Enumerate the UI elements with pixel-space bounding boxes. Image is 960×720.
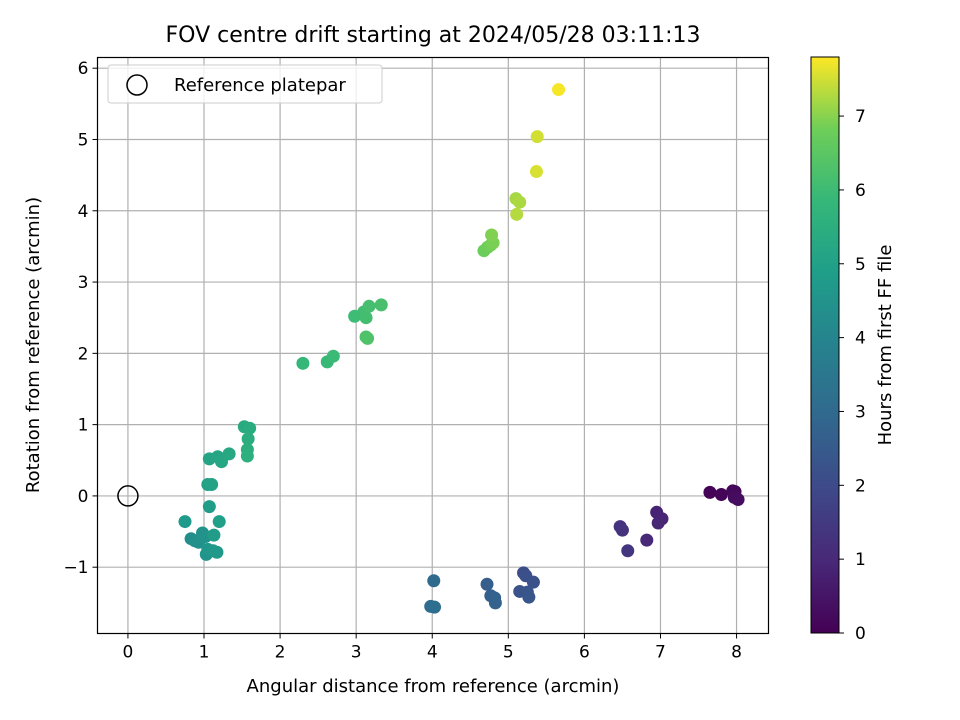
plot-frame bbox=[96, 56, 770, 635]
scatter-point bbox=[361, 331, 375, 345]
data-points bbox=[178, 83, 745, 614]
reference-platepar-marker bbox=[117, 485, 139, 507]
scatter-point bbox=[714, 487, 728, 501]
colorbar-tick-label: 1 bbox=[855, 550, 866, 570]
y-tick-label: 6 bbox=[78, 59, 89, 79]
y-tick-label: 4 bbox=[78, 202, 89, 222]
colorbar-tick-label: 3 bbox=[855, 402, 866, 422]
scatter-point bbox=[178, 515, 192, 529]
scatter-point bbox=[240, 449, 254, 463]
x-tick-label: 0 bbox=[123, 643, 134, 663]
x-tick-label: 8 bbox=[731, 643, 742, 663]
scatter-point bbox=[210, 545, 224, 559]
y-tick-label: −1 bbox=[63, 558, 88, 578]
y-tick-label: 2 bbox=[78, 344, 89, 364]
x-tick-label: 3 bbox=[351, 643, 362, 663]
x-tick-label: 6 bbox=[579, 643, 590, 663]
colorbar-tick-label: 7 bbox=[855, 107, 866, 127]
y-tick-label: 5 bbox=[78, 130, 89, 150]
y-tick-label: 3 bbox=[78, 273, 89, 293]
x-tick-label: 4 bbox=[427, 643, 438, 663]
scatter-point bbox=[615, 523, 629, 537]
colorbar bbox=[810, 56, 840, 634]
scatter-point bbox=[530, 130, 544, 144]
scatter-point bbox=[731, 492, 745, 506]
scatter-point bbox=[640, 533, 654, 547]
scatter-point bbox=[552, 83, 566, 97]
legend-marker-icon bbox=[126, 74, 148, 96]
scatter-point bbox=[488, 596, 502, 610]
scatter-point bbox=[651, 516, 665, 530]
scatter-point bbox=[202, 500, 216, 514]
scatter-point bbox=[485, 228, 499, 242]
colorbar-label: Hours from first FF file bbox=[875, 245, 896, 446]
y-axis-label: Rotation from reference (arcmin) bbox=[23, 197, 44, 493]
scatter-point bbox=[326, 349, 340, 363]
chart-title: FOV centre drift starting at 2024/05/28 … bbox=[166, 23, 701, 48]
x-tick-label: 5 bbox=[503, 643, 514, 663]
scatter-point bbox=[480, 577, 494, 591]
scatter-point bbox=[212, 515, 226, 529]
legend-box bbox=[107, 64, 383, 104]
x-axis-label: Angular distance from reference (arcmin) bbox=[247, 676, 620, 697]
scatter-point bbox=[526, 575, 540, 589]
scatter-point bbox=[427, 574, 441, 588]
scatter-point bbox=[529, 165, 543, 179]
y-tick-label: 1 bbox=[78, 416, 89, 436]
x-tick-label: 2 bbox=[275, 643, 286, 663]
colorbar-tick-label: 5 bbox=[855, 255, 866, 275]
colorbar-tick-label: 4 bbox=[855, 329, 866, 349]
grid-lines bbox=[97, 57, 769, 634]
scatter-point bbox=[513, 195, 527, 209]
legend-label: Reference platepar bbox=[174, 75, 346, 96]
scatter-point bbox=[296, 356, 310, 370]
scatter-point bbox=[522, 590, 536, 604]
scatter-point bbox=[222, 447, 236, 461]
scatter-point bbox=[621, 544, 635, 558]
scatter-point bbox=[241, 432, 255, 446]
x-tick-label: 7 bbox=[655, 643, 666, 663]
colorbar-tick-label: 6 bbox=[855, 181, 866, 201]
scatter-point bbox=[359, 311, 373, 325]
x-tick-label: 1 bbox=[199, 643, 210, 663]
colorbar-ticks: 0 1 2 3 4 5 6 7 bbox=[839, 107, 866, 644]
scatter-point bbox=[243, 421, 257, 435]
legend: Reference platepar bbox=[107, 64, 383, 104]
scatter-point bbox=[428, 600, 442, 614]
scatter-point bbox=[362, 299, 376, 313]
scatter-point bbox=[510, 207, 524, 221]
scatter-point bbox=[205, 478, 219, 492]
y-tick-label: 0 bbox=[78, 487, 89, 507]
scatter-point bbox=[703, 485, 717, 499]
colorbar-tick-label: 0 bbox=[855, 624, 866, 644]
scatter-point bbox=[374, 298, 388, 312]
scatter-point bbox=[207, 528, 221, 542]
axis-ticks: 0 1 2 3 4 5 6 7 8 −1 0 1 2 3 4 5 6 bbox=[63, 59, 742, 662]
colorbar-tick-label: 2 bbox=[855, 476, 866, 496]
